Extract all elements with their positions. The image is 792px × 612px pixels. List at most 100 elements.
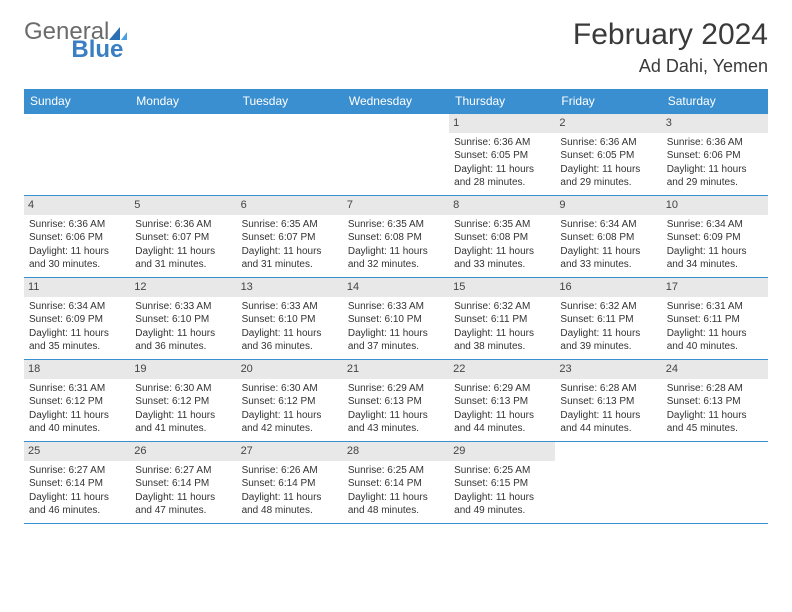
daylight-text: Daylight: 11 hours and 40 minutes.: [29, 409, 125, 436]
daylight-text: Daylight: 11 hours and 33 minutes.: [454, 245, 550, 272]
daylight-text: Daylight: 11 hours and 46 minutes.: [29, 491, 125, 518]
day-number: 29: [449, 442, 555, 461]
calendar-cell: 18 Sunrise: 6:31 AMSunset: 6:12 PMDayligh…: [24, 359, 130, 441]
day-number: 2: [555, 114, 661, 133]
sunset-text: Sunset: 6:08 PM: [454, 231, 550, 245]
calendar-row: 1Sunrise: 6:36 AMSunset: 6:05 PMDaylight…: [24, 113, 768, 195]
calendar-cell: 6Sunrise: 6:35 AMSunset: 6:07 PMDaylight…: [237, 195, 343, 277]
sunrise-text: Sunrise: 6:34 AM: [29, 300, 125, 314]
sunset-text: Sunset: 6:14 PM: [29, 477, 125, 491]
day-number: 11: [24, 278, 130, 297]
calendar-cell: 3Sunrise: 6:36 AMSunset: 6:06 PMDaylight…: [662, 113, 768, 195]
calendar-cell: 2Sunrise: 6:36 AMSunset: 6:05 PMDaylight…: [555, 113, 661, 195]
day-number: 25: [24, 442, 130, 461]
sunrise-text: Sunrise: 6:33 AM: [348, 300, 444, 314]
calendar-body: 1Sunrise: 6:36 AMSunset: 6:05 PMDaylight…: [24, 113, 768, 524]
day-number: 24: [662, 360, 768, 379]
daylight-text: Daylight: 11 hours and 47 minutes.: [135, 491, 231, 518]
sunset-text: Sunset: 6:11 PM: [454, 313, 550, 327]
calendar-row: 25Sunrise: 6:27 AMSunset: 6:14 PMDayligh…: [24, 441, 768, 524]
calendar-cell: 17Sunrise: 6:31 AMSunset: 6:11 PMDayligh…: [662, 277, 768, 359]
daylight-text: Daylight: 11 hours and 36 minutes.: [135, 327, 231, 354]
sunset-text: Sunset: 6:05 PM: [560, 149, 656, 163]
sunrise-text: Sunrise: 6:33 AM: [242, 300, 338, 314]
day-number: 22: [449, 360, 555, 379]
sunrise-text: Sunrise: 6:25 AM: [454, 464, 550, 478]
sunset-text: Sunset: 6:11 PM: [560, 313, 656, 327]
sunset-text: Sunset: 6:12 PM: [242, 395, 338, 409]
calendar-cell: 22Sunrise: 6:29 AMSunset: 6:13 PMDayligh…: [449, 359, 555, 441]
calendar-cell: 29Sunrise: 6:25 AMSunset: 6:15 PMDayligh…: [449, 441, 555, 524]
calendar-row: 11 Sunrise: 6:34 AMSunset: 6:09 PM Dayligh…: [24, 277, 768, 359]
sunset-text: Sunset: 6:09 PM: [29, 313, 125, 327]
calendar-cell-empty: [130, 113, 236, 195]
calendar-cell-empty: [237, 113, 343, 195]
sunset-text: Sunset: 6:07 PM: [242, 231, 338, 245]
daylight-text: Daylight: 11 hours and 30 minutes.: [29, 245, 125, 272]
daylight-text: Daylight: 11 hours and 36 minutes.: [242, 327, 338, 354]
sunrise-text: Sunrise: 6:29 AM: [348, 382, 444, 396]
calendar-cell: 11Sunrise: 6:34 AMSunset: 6:09 PMDayligh…: [24, 277, 130, 359]
sunrise-text: Sunrise: 6:36 AM: [560, 136, 656, 150]
calendar-cell: 10Sunrise: 6:34 AMSunset: 6:09 PMDayligh…: [662, 195, 768, 277]
day-number: 9: [555, 196, 661, 215]
calendar-cell: 21Sunrise: 6:29 AMSunset: 6:13 PMDayligh…: [343, 359, 449, 441]
day-number: [237, 114, 343, 118]
day-number: 20: [237, 360, 343, 379]
calendar-cell: 4Sunrise: 6:36 AMSunset: 6:06 PMDaylight…: [24, 195, 130, 277]
day-number: 14: [343, 278, 449, 297]
month-title: February 2024: [573, 18, 768, 52]
sunrise-text: Sunrise: 6:34 AM: [667, 218, 763, 232]
sunrise-text: Sunrise: 6:34 AM: [560, 218, 656, 232]
sunrise-text: Sunrise: 6:30 AM: [135, 382, 231, 396]
sunset-text: Sunset: 6:12 PM: [135, 395, 231, 409]
calendar-cell: 14Sunrise: 6:33 AMSunset: 6:10 PMDayligh…: [343, 277, 449, 359]
sunrise-text: Sunrise: 6:31 AM: [29, 382, 125, 396]
calendar-cell: 16Sunrise: 6:32 AMSunset: 6:11 PMDayligh…: [555, 277, 661, 359]
logo-text-blue: Blue: [71, 36, 123, 64]
sunset-text: Sunset: 6:06 PM: [667, 149, 763, 163]
sunrise-text: Sunrise: 6:26 AM: [242, 464, 338, 478]
calendar-cell: 9 Sunrise: 6:34 AMSunset: 6:08 PMDaylight…: [555, 195, 661, 277]
daylight-text: Daylight: 11 hours and 44 minutes.: [560, 409, 656, 436]
calendar-cell-empty: [662, 441, 768, 524]
calendar-cell: 24Sunrise: 6:28 AMSunset: 6:13 PMDayligh…: [662, 359, 768, 441]
sunset-text: Sunset: 6:11 PM: [667, 313, 763, 327]
sunset-text: Sunset: 6:10 PM: [135, 313, 231, 327]
calendar-cell: 26Sunrise: 6:27 AMSunset: 6:14 PMDayligh…: [130, 441, 236, 524]
sunrise-text: Sunrise: 6:32 AM: [560, 300, 656, 314]
sunset-text: Sunset: 6:13 PM: [348, 395, 444, 409]
day-number: [555, 442, 661, 446]
sunset-text: Sunset: 6:13 PM: [560, 395, 656, 409]
weekday-tuesday: Tuesday: [237, 89, 343, 113]
day-number: [130, 114, 236, 118]
day-number: 21: [343, 360, 449, 379]
sunset-text: Sunset: 6:12 PM: [29, 395, 125, 409]
sunset-text: Sunset: 6:05 PM: [454, 149, 550, 163]
day-number: 12: [130, 278, 236, 297]
calendar-cell: 19Sunrise: 6:30 AMSunset: 6:12 PMDayligh…: [130, 359, 236, 441]
daylight-text: Daylight: 11 hours and 33 minutes.: [560, 245, 656, 272]
sunset-text: Sunset: 6:15 PM: [454, 477, 550, 491]
daylight-text: Daylight: 11 hours and 39 minutes.: [560, 327, 656, 354]
sunrise-text: Sunrise: 6:31 AM: [667, 300, 763, 314]
sunset-text: Sunset: 6:09 PM: [667, 231, 763, 245]
calendar-page: General Blue February 2024 Ad Dahi, Yeme…: [0, 0, 792, 542]
sunrise-text: Sunrise: 6:35 AM: [454, 218, 550, 232]
sunset-text: Sunset: 6:08 PM: [560, 231, 656, 245]
calendar-cell: 8Sunrise: 6:35 AMSunset: 6:08 PMDaylight…: [449, 195, 555, 277]
day-number: 17: [662, 278, 768, 297]
sunset-text: Sunset: 6:14 PM: [348, 477, 444, 491]
sunset-text: Sunset: 6:10 PM: [242, 313, 338, 327]
day-number: 13: [237, 278, 343, 297]
sunrise-text: Sunrise: 6:36 AM: [454, 136, 550, 150]
calendar-row: 18Sunrise: 6:31 AMSunset: 6:12 PMDayligh…: [24, 359, 768, 441]
day-number: 18: [24, 360, 130, 379]
daylight-text: Daylight: 11 hours and 31 minutes.: [242, 245, 338, 272]
calendar-cell: 25Sunrise: 6:27 AMSunset: 6:14 PMDayligh…: [24, 441, 130, 524]
sunrise-text: Sunrise: 6:28 AM: [667, 382, 763, 396]
sunrise-text: Sunrise: 6:28 AM: [560, 382, 656, 396]
calendar-weekday-header: Sunday Monday Tuesday Wednesday Thursday…: [24, 89, 768, 113]
daylight-text: Daylight: 11 hours and 42 minutes.: [242, 409, 338, 436]
sunset-text: Sunset: 6:13 PM: [454, 395, 550, 409]
